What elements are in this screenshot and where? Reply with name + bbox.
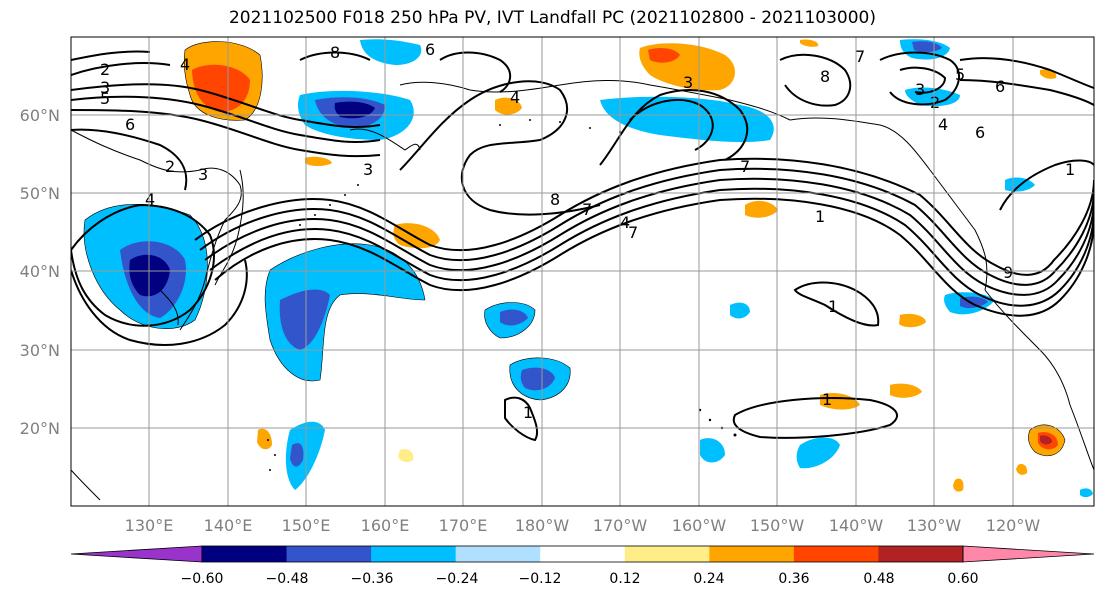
contour-label: 9 bbox=[1003, 263, 1013, 282]
lon-label: 140°W bbox=[829, 516, 884, 535]
graticule bbox=[71, 37, 1094, 506]
lon-label: 160°E bbox=[361, 516, 410, 535]
colorbar-segment bbox=[202, 546, 288, 562]
contour-label: 6 bbox=[995, 77, 1005, 96]
contour-label: 1 bbox=[828, 297, 838, 316]
colorbar-tick: 0.36 bbox=[778, 571, 809, 587]
contour-label: 4 bbox=[145, 190, 155, 209]
contour-label: 3 bbox=[363, 160, 373, 179]
contour-label: 3 bbox=[915, 80, 925, 99]
contour-label: 1 bbox=[815, 207, 825, 226]
lat-label: 50°N bbox=[20, 184, 60, 203]
colorbar-tick: −0.36 bbox=[351, 571, 394, 587]
contour-label: 2 bbox=[930, 93, 940, 112]
contour-label: 1 bbox=[523, 403, 533, 422]
colorbar-tick-labels: −0.60 −0.48 −0.36 −0.24 −0.12 0.12 0.24 … bbox=[181, 571, 979, 587]
colorbar-tick: −0.60 bbox=[181, 571, 224, 587]
lon-label: 180°W bbox=[515, 516, 570, 535]
lat-label: 40°N bbox=[20, 262, 60, 281]
lat-label: 20°N bbox=[20, 419, 60, 438]
lon-label: 160°W bbox=[672, 516, 727, 535]
contour-label: 5 bbox=[100, 89, 110, 108]
lon-label: 130°E bbox=[125, 516, 174, 535]
contour-label: 2 bbox=[100, 60, 110, 79]
colorbar-segment bbox=[878, 546, 964, 562]
contour-label: 4 bbox=[620, 213, 630, 232]
latitude-labels: 60°N 50°N 40°N 30°N 20°N bbox=[20, 106, 60, 438]
colorbar-tick: 0.24 bbox=[693, 571, 724, 587]
map-title: 2021102500 F018 250 hPa PV, IVT Landfall… bbox=[228, 8, 876, 28]
colorbar-segment bbox=[286, 546, 372, 562]
lat-label: 60°N bbox=[20, 106, 60, 125]
contour-label: 7 bbox=[740, 157, 750, 176]
contour-lines bbox=[71, 50, 1094, 442]
contour-label: 1 bbox=[1065, 160, 1075, 179]
lon-label: 150°W bbox=[750, 516, 805, 535]
contour-label: 7 bbox=[628, 223, 638, 242]
colorbar-segment bbox=[624, 546, 710, 562]
contour-label: 3 bbox=[100, 78, 110, 97]
contour-label: 8 bbox=[550, 190, 560, 209]
colorbar-tick: 0.60 bbox=[947, 571, 978, 587]
contour-label: 4 bbox=[938, 115, 948, 134]
colorbar-tick: 0.12 bbox=[609, 571, 640, 587]
contour-label: 6 bbox=[425, 40, 435, 59]
lon-label: 140°E bbox=[204, 516, 253, 535]
colorbar-frame bbox=[201, 545, 964, 563]
contour-label: 2 bbox=[165, 157, 175, 176]
lon-label: 170°W bbox=[593, 516, 648, 535]
colorbar-extend-low bbox=[70, 545, 203, 563]
lat-label: 30°N bbox=[20, 341, 60, 360]
contour-label: 3 bbox=[198, 165, 208, 184]
contour-label: 6 bbox=[125, 115, 135, 134]
map-frame bbox=[70, 36, 1095, 507]
colorbar-segment bbox=[455, 546, 541, 562]
contour-label: 6 bbox=[975, 123, 985, 142]
colorbar-tick: −0.48 bbox=[266, 571, 309, 587]
colorbar-segment bbox=[371, 546, 457, 562]
colorbar-segment bbox=[709, 546, 795, 562]
lon-label: 120°W bbox=[986, 516, 1041, 535]
colorbar-tick: 0.48 bbox=[863, 571, 894, 587]
contour-label: 1 bbox=[822, 390, 832, 409]
contour-label: 8 bbox=[820, 67, 830, 86]
lon-label: 170°E bbox=[439, 516, 488, 535]
contour-label: 7 bbox=[582, 200, 592, 219]
colorbar-tick: −0.24 bbox=[436, 571, 479, 587]
contour-label: 5 bbox=[955, 65, 965, 84]
colorbar bbox=[70, 545, 1095, 563]
colorbar-segment bbox=[793, 546, 879, 562]
colorbar-tick: −0.12 bbox=[519, 571, 562, 587]
lon-label: 150°E bbox=[282, 516, 331, 535]
contour-label: 4 bbox=[510, 88, 520, 107]
longitude-labels: 130°E 140°E 150°E 160°E 170°E 180°W 170°… bbox=[125, 516, 1041, 535]
contour-label: 8 bbox=[330, 43, 340, 62]
colorbar-segment bbox=[540, 546, 626, 562]
contour-label: 3 bbox=[683, 73, 693, 92]
contour-label: 4 bbox=[180, 55, 190, 74]
contour-label: 7 bbox=[855, 47, 865, 66]
lon-label: 130°W bbox=[907, 516, 962, 535]
colorbar-extend-high bbox=[962, 545, 1095, 563]
contour-labels: 2 3 4 6 2 3 4 8 6 5 8 7 4 7 7 1 8 7 3 2 … bbox=[100, 40, 1075, 422]
